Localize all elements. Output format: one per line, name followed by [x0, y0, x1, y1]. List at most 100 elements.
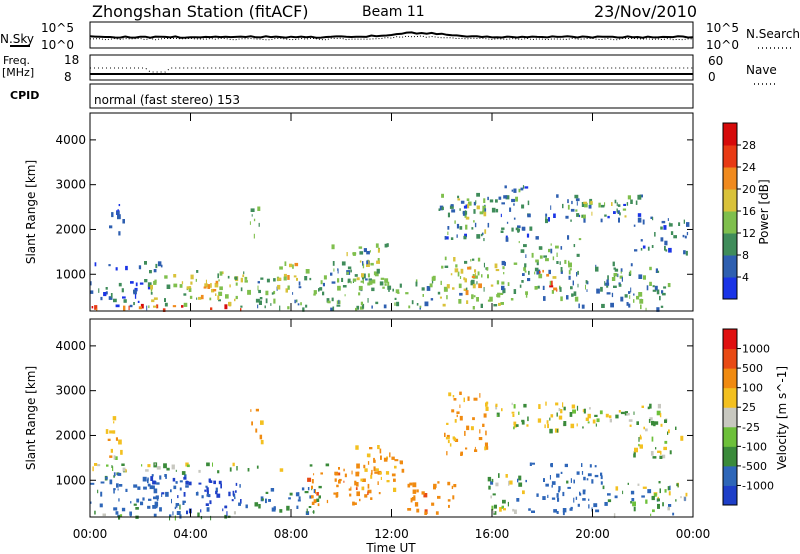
data-cell [527, 278, 531, 282]
data-cell [161, 492, 165, 495]
data-cell [179, 487, 182, 491]
data-cell [133, 289, 137, 295]
data-cell [582, 489, 586, 492]
data-cell [265, 498, 267, 504]
data-cell [222, 271, 224, 275]
data-cell [589, 464, 592, 468]
data-cell [354, 274, 358, 277]
data-cell [660, 226, 663, 230]
data-cell [286, 505, 290, 511]
data-cell [265, 290, 269, 296]
data-cell [531, 252, 534, 258]
data-cell [555, 402, 559, 406]
data-cell [505, 474, 508, 478]
data-cell [584, 202, 588, 208]
data-cell [505, 237, 509, 242]
data-cell [686, 222, 690, 227]
data-cell [531, 510, 535, 513]
data-cell [643, 275, 646, 280]
data-cell [149, 270, 152, 274]
data-cell [453, 398, 457, 401]
data-cell [539, 255, 543, 259]
data-cell [326, 298, 330, 303]
data-cell [108, 296, 113, 300]
data-cell [664, 240, 668, 246]
data-cell [595, 266, 599, 272]
data-cell [470, 280, 474, 286]
data-cell [456, 411, 460, 414]
data-cell [235, 490, 237, 493]
data-cell [556, 412, 558, 417]
data-cell [622, 490, 624, 495]
data-cell [368, 260, 370, 266]
data-cell [394, 297, 397, 300]
data-cell [498, 196, 502, 200]
data-cell [260, 439, 264, 445]
nsearch-bottom-tick: 10^0 [706, 38, 739, 52]
data-cell [659, 295, 661, 301]
y-tick-label: 3000 [55, 178, 86, 192]
data-cell [471, 275, 476, 278]
data-cell [444, 265, 449, 268]
data-cell [311, 501, 315, 505]
data-cell [484, 446, 487, 451]
data-cell [667, 431, 669, 435]
data-cell [473, 397, 478, 401]
data-cell [135, 282, 138, 287]
data-cell [576, 405, 579, 411]
data-cell [208, 478, 211, 483]
data-cell [586, 289, 588, 292]
data-cell [439, 296, 442, 299]
data-cell [367, 489, 372, 494]
data-cell [249, 221, 251, 225]
data-cell [615, 486, 619, 491]
cpid-text: normal (fast stereo) 153 [94, 93, 240, 107]
data-cell [316, 492, 319, 496]
data-cell [545, 216, 547, 220]
data-cell [226, 511, 228, 516]
data-cell [652, 217, 654, 221]
data-cell [215, 487, 218, 492]
data-cell [592, 419, 596, 424]
date-label: 23/Nov/2010 [594, 2, 697, 21]
data-cell [483, 262, 485, 268]
colorbar-tick-label: -1000 [742, 479, 774, 492]
data-cell [465, 447, 468, 450]
data-cell [109, 479, 113, 485]
data-cell [446, 434, 450, 439]
data-cell [578, 303, 580, 309]
data-cell [444, 236, 447, 240]
data-cell [421, 491, 425, 495]
data-cell [585, 284, 586, 290]
data-cell [569, 268, 572, 271]
data-cell [135, 507, 139, 510]
data-cell [92, 466, 94, 472]
data-cell [305, 269, 310, 274]
colorbar-swatch [723, 348, 737, 369]
y-tick-label: 2000 [55, 428, 86, 442]
data-cell [122, 467, 126, 472]
data-cell [633, 453, 636, 458]
freq-label-line2: [MHz] [2, 66, 34, 79]
data-cell [454, 268, 459, 273]
data-cell [649, 266, 652, 271]
data-cell [611, 292, 614, 298]
data-cell [480, 233, 483, 237]
data-cell [629, 270, 632, 276]
data-cell [255, 408, 259, 412]
data-cell [181, 305, 184, 308]
data-cell [581, 304, 585, 309]
data-cell [511, 198, 515, 203]
data-cell [271, 292, 274, 295]
data-cell [391, 473, 396, 477]
data-cell [471, 227, 474, 230]
data-cell [606, 292, 611, 295]
data-cell [144, 279, 148, 283]
data-cell [573, 244, 576, 248]
data-cell [645, 428, 648, 432]
data-cell [472, 258, 475, 261]
data-cell [686, 232, 689, 236]
data-cell [234, 276, 238, 280]
data-cell [316, 498, 320, 502]
data-cell [467, 396, 470, 401]
